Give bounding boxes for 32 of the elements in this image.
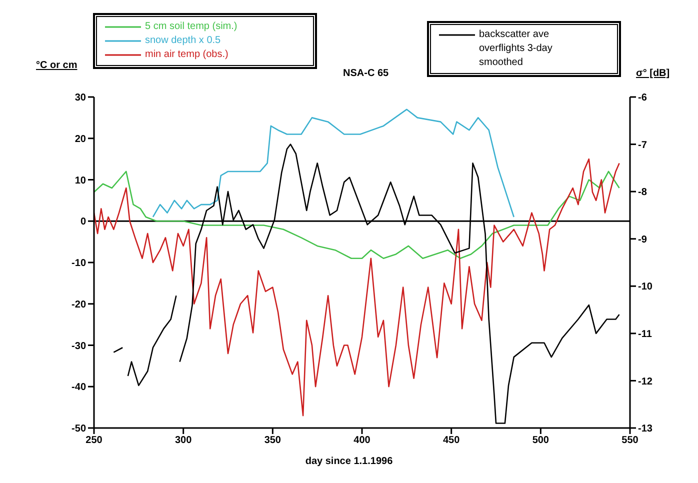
y-tick-label: -30 (72, 340, 86, 352)
x-tick-label: 300 (174, 435, 192, 446)
y2-tick-label: -8 (638, 187, 648, 198)
x-tick-label: 250 (86, 435, 103, 446)
legend-label: snow depth x 0.5 (145, 34, 221, 48)
y2-tick-label: -9 (638, 234, 648, 246)
y-tick-label: -50 (72, 424, 86, 435)
x-tick-label: 500 (532, 435, 550, 446)
legend-label: 5 cm soil temp (sim.) (145, 20, 238, 34)
x-tick-label: 400 (354, 435, 371, 446)
y-tick-label: 0 (80, 216, 86, 228)
y-tick-label: 20 (74, 134, 86, 145)
x-tick-label: 350 (264, 435, 282, 446)
y-tick-label: -40 (72, 382, 86, 394)
y2-tick-label: -12 (638, 376, 653, 388)
y2-axis-title: σ° [dB] (636, 68, 670, 79)
y-tick-label: 30 (74, 92, 86, 104)
x-axis-title: day since 1.1.1996 (305, 456, 393, 467)
y2-tick-label: -7 (638, 140, 648, 151)
legend-label: backscatter ave overflights 3-day smoothed (479, 28, 554, 70)
y-axis-title: °C or cm (36, 60, 78, 71)
y2-tick-label: -10 (638, 282, 653, 293)
y-tick-label: -10 (72, 258, 86, 270)
y-tick-label: -20 (72, 299, 86, 310)
y2-tick-label: -13 (638, 424, 653, 435)
x-tick-label: 450 (442, 435, 460, 446)
y2-tick-label: -6 (638, 92, 648, 104)
y2-tick-label: -11 (638, 328, 652, 340)
chart-title: NSA-C 65 (343, 68, 389, 79)
legend-label: min air temp (obs.) (145, 48, 228, 62)
y-tick-label: 10 (74, 175, 86, 186)
x-tick-label: 550 (622, 435, 639, 446)
